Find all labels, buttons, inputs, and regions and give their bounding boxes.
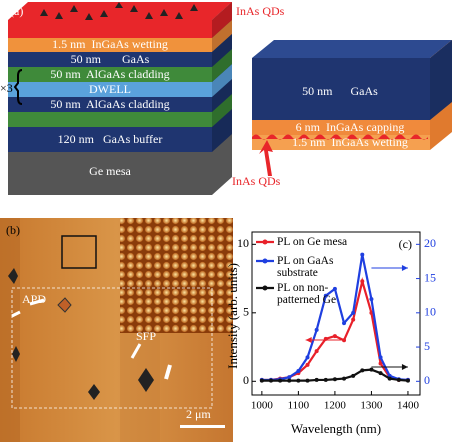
scale-bar-label: 2 μm — [186, 407, 211, 421]
qd-label: InAs QDs — [232, 174, 281, 188]
afm-image — [0, 218, 233, 442]
x-tick-label: 1100 — [288, 400, 310, 412]
data-point — [305, 378, 310, 383]
layer-label: DWELL — [89, 82, 131, 96]
data-point — [259, 378, 264, 383]
axis-arrow-head — [401, 364, 408, 370]
legend-label: PL on Ge mesa — [277, 236, 348, 248]
data-point — [314, 327, 319, 332]
x-tick-label: 1200 — [324, 400, 347, 412]
data-point — [351, 310, 356, 315]
data-point — [387, 376, 392, 381]
data-point — [369, 297, 374, 302]
data-point — [323, 377, 328, 382]
x-axis-label: Wavelength (nm) — [291, 421, 381, 436]
detail-box — [252, 40, 452, 176]
data-point — [360, 252, 365, 257]
layer-label: 1.5 nm InGaAs wetting — [292, 135, 408, 149]
y-axis-label: Intensity (arb. units) — [225, 263, 240, 369]
defect-label: SFP — [136, 329, 156, 343]
panel-tag: (b) — [6, 223, 20, 237]
data-point — [278, 378, 283, 383]
data-point — [296, 378, 301, 383]
data-point — [378, 355, 383, 360]
y2-tick-label: 0 — [424, 373, 430, 387]
layer-label: 50 nm GaAs — [302, 84, 378, 98]
data-point — [342, 321, 347, 326]
y2-tick-label: 10 — [424, 305, 436, 319]
data-point — [305, 355, 310, 360]
data-point — [351, 317, 356, 322]
y-tick-label: 10 — [237, 236, 249, 250]
x-tick-label: 1400 — [397, 400, 420, 412]
data-point — [314, 377, 319, 382]
data-point — [332, 286, 337, 291]
y2-tick-label: 15 — [424, 270, 436, 284]
axis-arrow-head — [401, 265, 408, 271]
layer-label: Ge mesa — [89, 164, 131, 178]
legend-swatch-dot — [262, 258, 268, 264]
x-tick-label: 1000 — [251, 400, 274, 412]
data-point — [396, 377, 401, 382]
data-point — [314, 349, 319, 354]
repeat-label: ×3 — [0, 81, 13, 95]
data-point — [332, 377, 337, 382]
data-point — [287, 378, 292, 383]
data-point — [378, 361, 383, 366]
y2-tick-label: 20 — [424, 236, 436, 250]
layer-label: 50 nm AlGaAs cladding — [50, 67, 169, 81]
defect-label: APD — [22, 292, 46, 306]
x-tick-label: 1300 — [360, 400, 383, 412]
legend-swatch-dot — [262, 285, 268, 291]
legend-label: PL on non-patterned Ge — [277, 282, 337, 306]
data-point — [323, 293, 328, 298]
layer-label: 1.5 nm InGaAs wetting — [52, 37, 168, 51]
data-point — [287, 375, 292, 380]
panel-tag: (a) — [10, 4, 23, 18]
layer-label: 50 nm AlGaAs cladding — [50, 97, 169, 111]
legend-swatch-dot — [262, 239, 268, 245]
data-point — [305, 362, 310, 367]
data-point — [296, 369, 301, 374]
data-point — [342, 376, 347, 381]
data-point — [405, 378, 410, 383]
y2-tick-label: 5 — [424, 339, 430, 353]
layer-label: 50 nm GaAs — [71, 52, 150, 66]
layer-label: 120 nm GaAs buffer — [58, 132, 163, 146]
data-point — [360, 368, 365, 373]
data-point — [378, 371, 383, 376]
data-point — [360, 279, 365, 284]
data-point — [268, 378, 273, 383]
y-tick-label: 5 — [243, 305, 249, 319]
data-point — [369, 367, 374, 372]
y-tick-label: 0 — [243, 373, 249, 387]
legend-label: PL on GaAs substrate — [277, 255, 334, 279]
data-point — [351, 373, 356, 378]
axis-arrow-head — [305, 337, 312, 343]
plot-frame — [251, 231, 421, 396]
layer-stack — [8, 2, 232, 195]
data-point — [332, 334, 337, 339]
qd-label: InAs QDs — [236, 4, 285, 18]
panel-tag: (c) — [399, 237, 412, 251]
layer-label: 6 nm InGaAs capping — [296, 120, 405, 134]
